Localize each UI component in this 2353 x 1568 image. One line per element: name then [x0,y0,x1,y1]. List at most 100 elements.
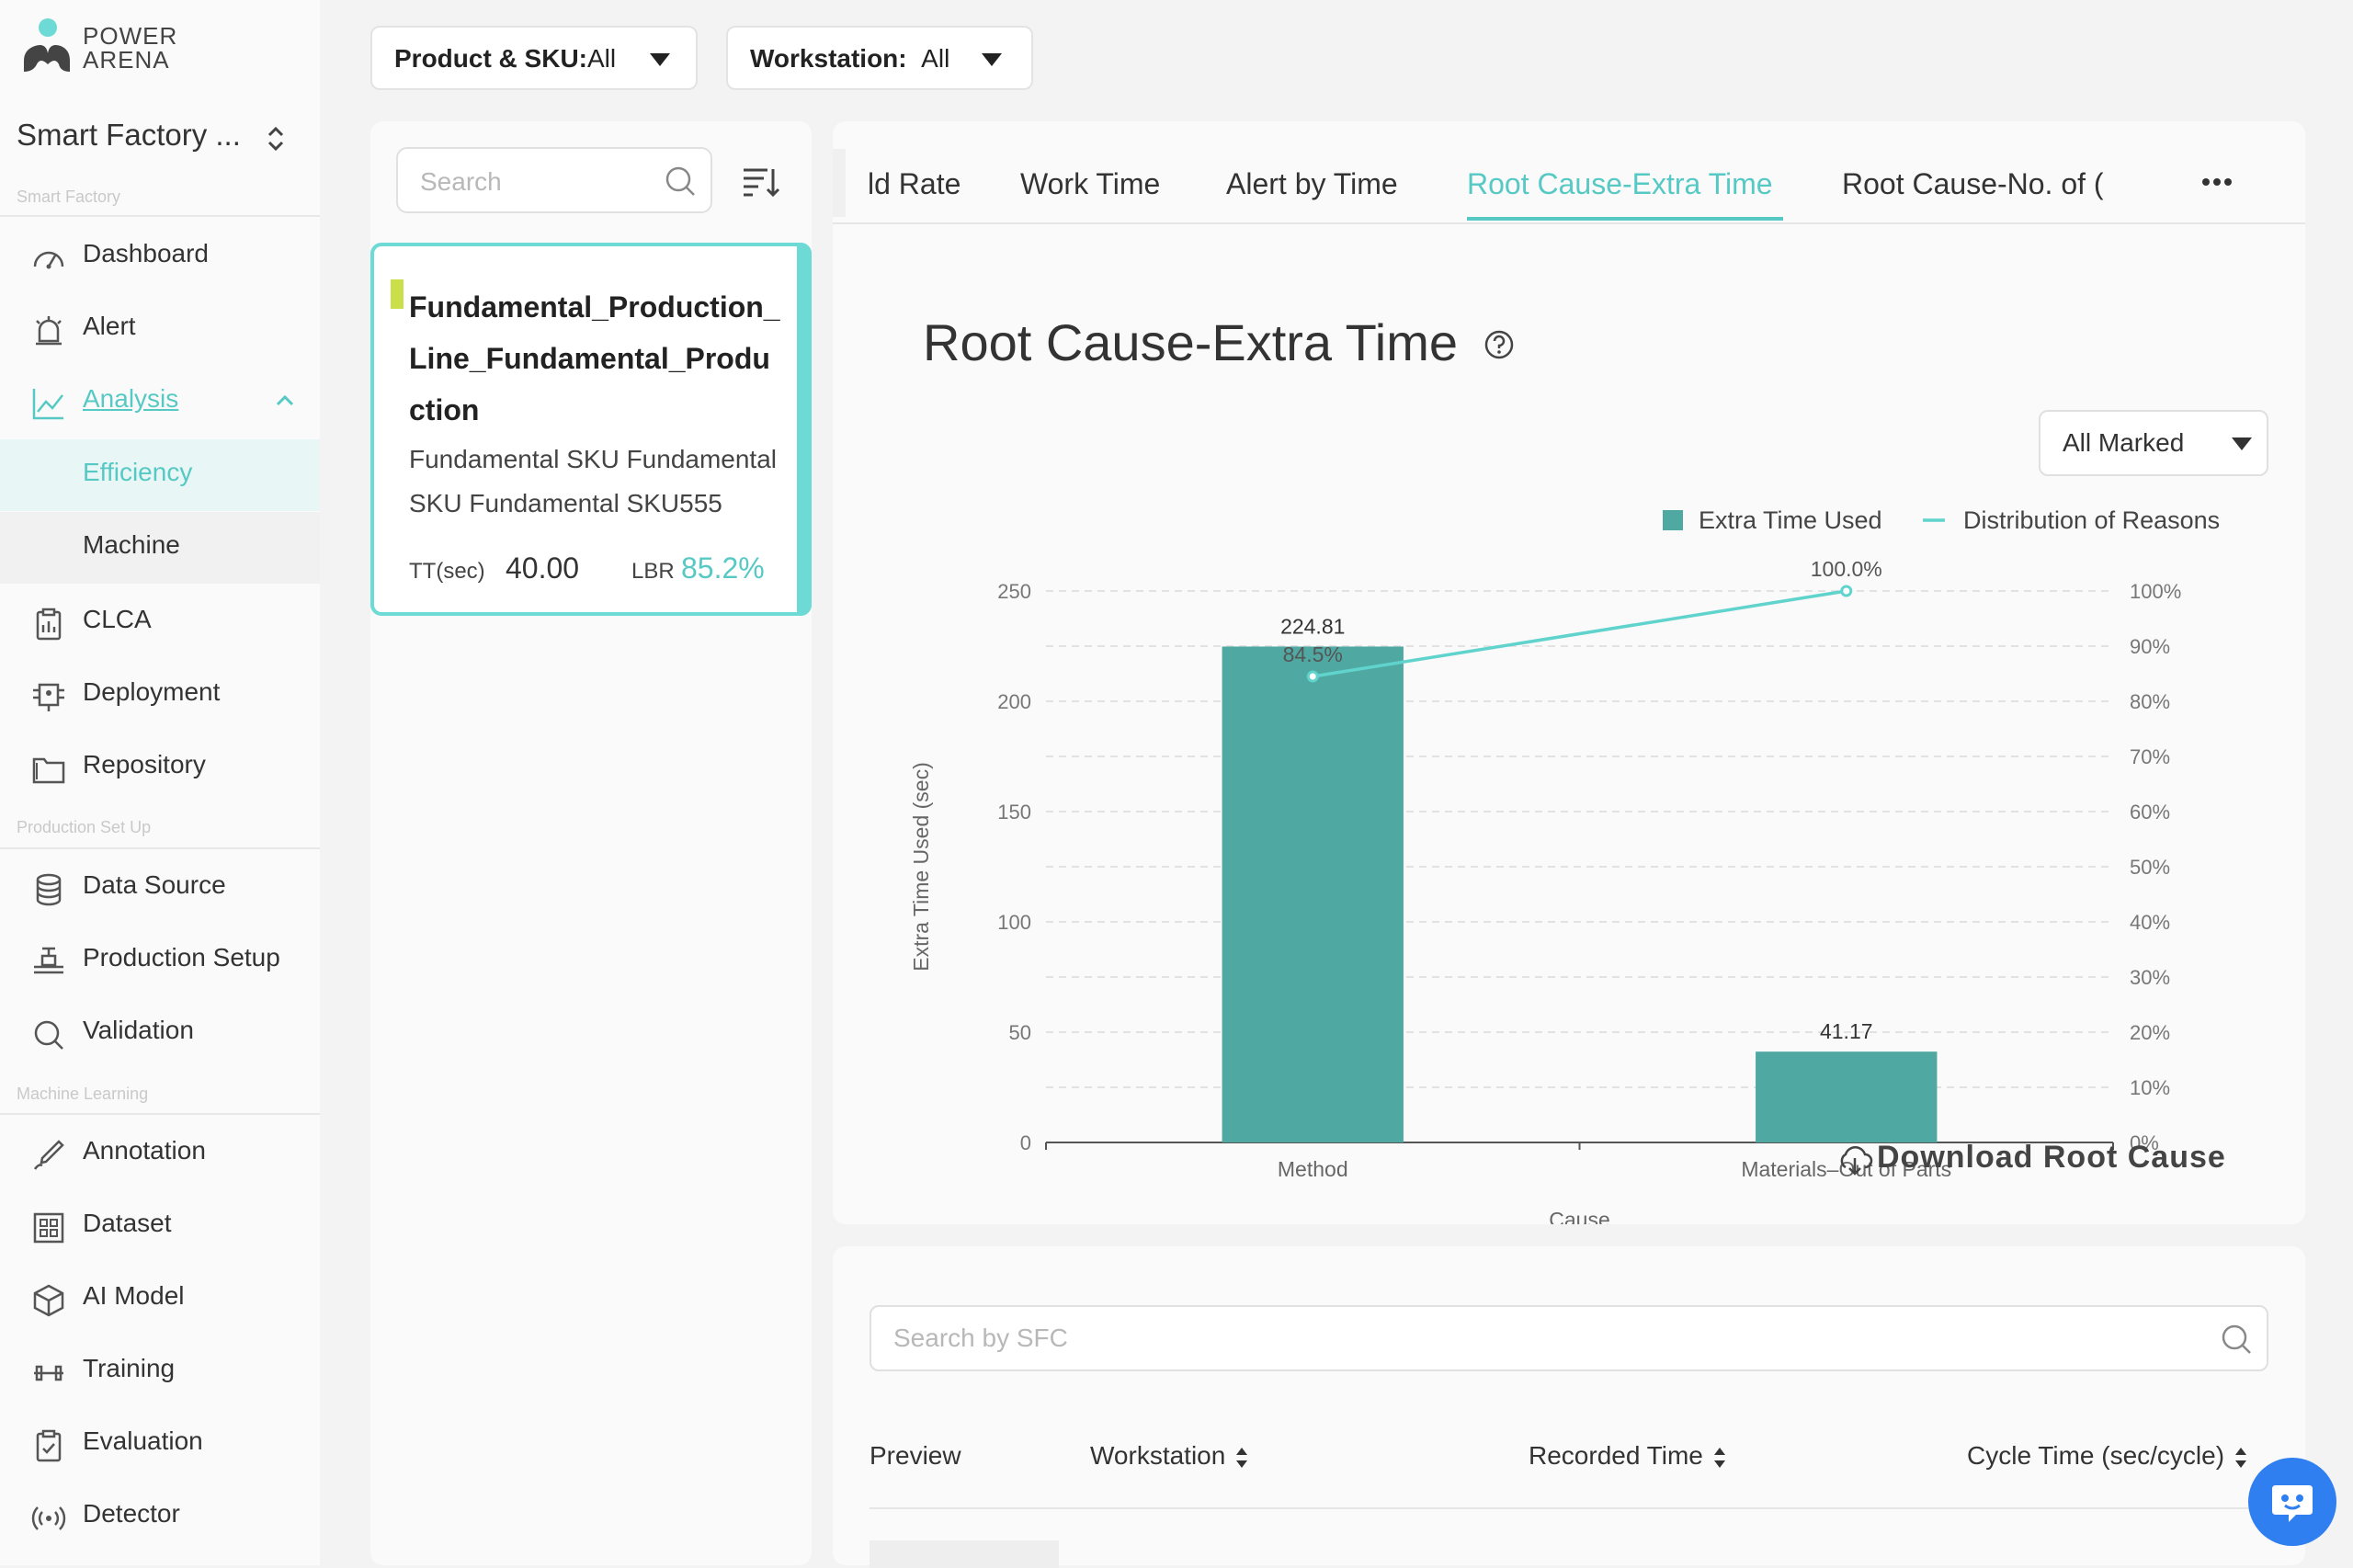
sidebar-item-label: Efficiency [83,458,193,486]
sidebar-item-label: Validation [83,1016,194,1044]
tab-yield-rate[interactable]: ld Rate [868,167,961,200]
sidebar-item-clca[interactable]: CLCA [0,586,320,658]
chat-support-button[interactable] [2248,1458,2336,1546]
sidebar-item-label: Repository [83,750,206,778]
legend-label-extra-time: Extra Time Used [1699,506,1882,534]
sidebar-item-dashboard[interactable]: Dashboard [0,221,320,292]
workstation-filter-text: Workstation: All [750,44,950,73]
sidebar-item-label: Production Setup [83,943,280,971]
workstation-filter[interactable]: Workstation: All [726,26,1033,90]
sidebar-item-training[interactable]: Training [0,1335,320,1407]
power-arena-logo[interactable]: POWER ARENA [20,17,204,81]
tab-root-cause-no-of[interactable]: Root Cause-No. of ( [1842,167,2104,200]
column-header-recorded-time[interactable]: Recorded Time [1529,1441,1727,1471]
table-header-divider [870,1507,2268,1509]
column-header-cycle-time[interactable]: Cycle Time (sec/cycle) [1967,1441,2248,1471]
grid-icon [33,1212,64,1244]
help-icon[interactable] [1483,329,1515,360]
more-icon[interactable] [2199,173,2235,191]
sidebar-item-dataset[interactable]: Dataset [0,1190,320,1262]
product-sku-filter-text: Product & SKU:All [394,44,617,73]
legend-label-distribution: Distribution of Reasons [1963,506,2220,534]
section-label-machine-learning: Machine Learning [17,1085,149,1103]
cloud-download-icon[interactable] [1836,1143,1873,1176]
y-tick-label: 200 [997,690,1031,713]
y2-tick-label: 30% [2130,966,2170,989]
logo-text: POWER ARENA [83,22,178,74]
logo-mark-icon [24,18,70,72]
conveyor-icon [34,947,63,974]
sidebar-item-ai-model[interactable]: AI Model [0,1263,320,1335]
legend-swatch-bar [1663,510,1683,530]
chat-bot-icon [2272,1485,2313,1522]
sidebar-item-label: Data Source [83,870,226,899]
y2-tick-label: 100% [2130,580,2181,603]
status-tag [391,279,404,309]
sidebar-item-label: Annotation [83,1136,206,1165]
clipboard-icon [36,608,62,641]
tab-root-cause-extra-time[interactable]: Root Cause-Extra Time [1467,167,1773,200]
divider [0,1113,320,1115]
tab-alert-by-time[interactable]: Alert by Time [1226,167,1398,200]
sidebar-item-analysis[interactable]: Analysis [0,366,320,437]
sidebar-item-deployment[interactable]: Deployment [0,659,320,731]
y2-tick-label: 80% [2130,690,2170,713]
dumbbell-icon [34,1365,63,1381]
clipboard-check-icon [36,1429,62,1462]
bar-value-label: 224.81 [1280,614,1345,638]
sidebar-item-efficiency[interactable]: Efficiency [0,439,320,511]
sidebar-item-annotation[interactable]: Annotation [0,1118,320,1189]
caret-down-icon [2232,437,2252,450]
gauge-icon [33,251,64,269]
search-icon [34,1020,63,1050]
sidebar-item-label: Dashboard [83,239,209,267]
preview-thumbnail[interactable] [870,1540,1059,1568]
sfc-search-input[interactable]: Search by SFC [870,1305,2268,1371]
y2-tick-label: 90% [2130,635,2170,658]
sidebar-item-data-source[interactable]: Data Source [0,852,320,924]
chart-panel: ld Rate Work Time Alert by Time Root Cau… [833,121,2305,1224]
alarm-icon [36,316,62,346]
factory-selector[interactable]: Smart Factory ... [17,118,241,152]
sidebar-item-label: Detector [83,1499,180,1528]
sidebar-item-detector[interactable]: Detector [0,1481,320,1552]
y2-tick-label: 10% [2130,1076,2170,1099]
search-icon[interactable] [2219,1322,2254,1357]
y-tick-label: 0 [1020,1131,1031,1154]
bar-method [1222,646,1404,1142]
line-value-label: 84.5% [1283,642,1343,666]
database-icon [36,873,62,906]
sidebar-item-label: Dataset [83,1209,172,1237]
sort-icon[interactable] [742,165,780,199]
x-axis-title: Cause [1549,1208,1609,1224]
marked-filter-select[interactable]: All Marked [2039,410,2268,476]
production-line-card[interactable]: Fundamental_Production_Line_Fundamental_… [370,243,812,616]
deployment-icon [33,683,64,711]
product-sku-filter[interactable]: Product & SKU:All [370,26,698,90]
column-header-workstation[interactable]: Workstation [1090,1441,1249,1471]
divider [0,215,320,217]
tab-scroll-shadow [833,149,846,217]
card-title: Fundamental_Production_Line_Fundamental_… [409,290,780,426]
search-icon[interactable] [663,164,698,199]
caret-down-icon [650,53,670,66]
tab-scroll-fade [2110,149,2193,217]
sidebar-item-validation[interactable]: Validation [0,997,320,1069]
y2-tick-label: 0% [2130,1131,2159,1154]
sidebar-item-production-setup[interactable]: Production Setup [0,925,320,996]
sidebar-item-label: Alert [83,312,136,340]
line-search-input[interactable]: Search [396,147,712,213]
download-root-cause-button[interactable]: Download Root Cause [1877,1140,2226,1175]
sidebar-item-label: Evaluation [83,1426,203,1455]
sidebar-item-repository[interactable]: Repository [0,732,320,803]
chevron-updown-icon[interactable] [265,123,287,154]
lbr-label: LBR [631,559,675,584]
y2-tick-label: 20% [2130,1021,2170,1044]
sidebar-item-machine[interactable]: Machine [0,512,320,584]
card-selected-bar [797,243,812,616]
sort-arrows-icon [2235,1447,2247,1468]
sidebar-item-label: AI Model [83,1281,185,1310]
tab-work-time[interactable]: Work Time [1020,167,1161,200]
sidebar-item-alert[interactable]: Alert [0,293,320,365]
sidebar-item-evaluation[interactable]: Evaluation [0,1408,320,1480]
